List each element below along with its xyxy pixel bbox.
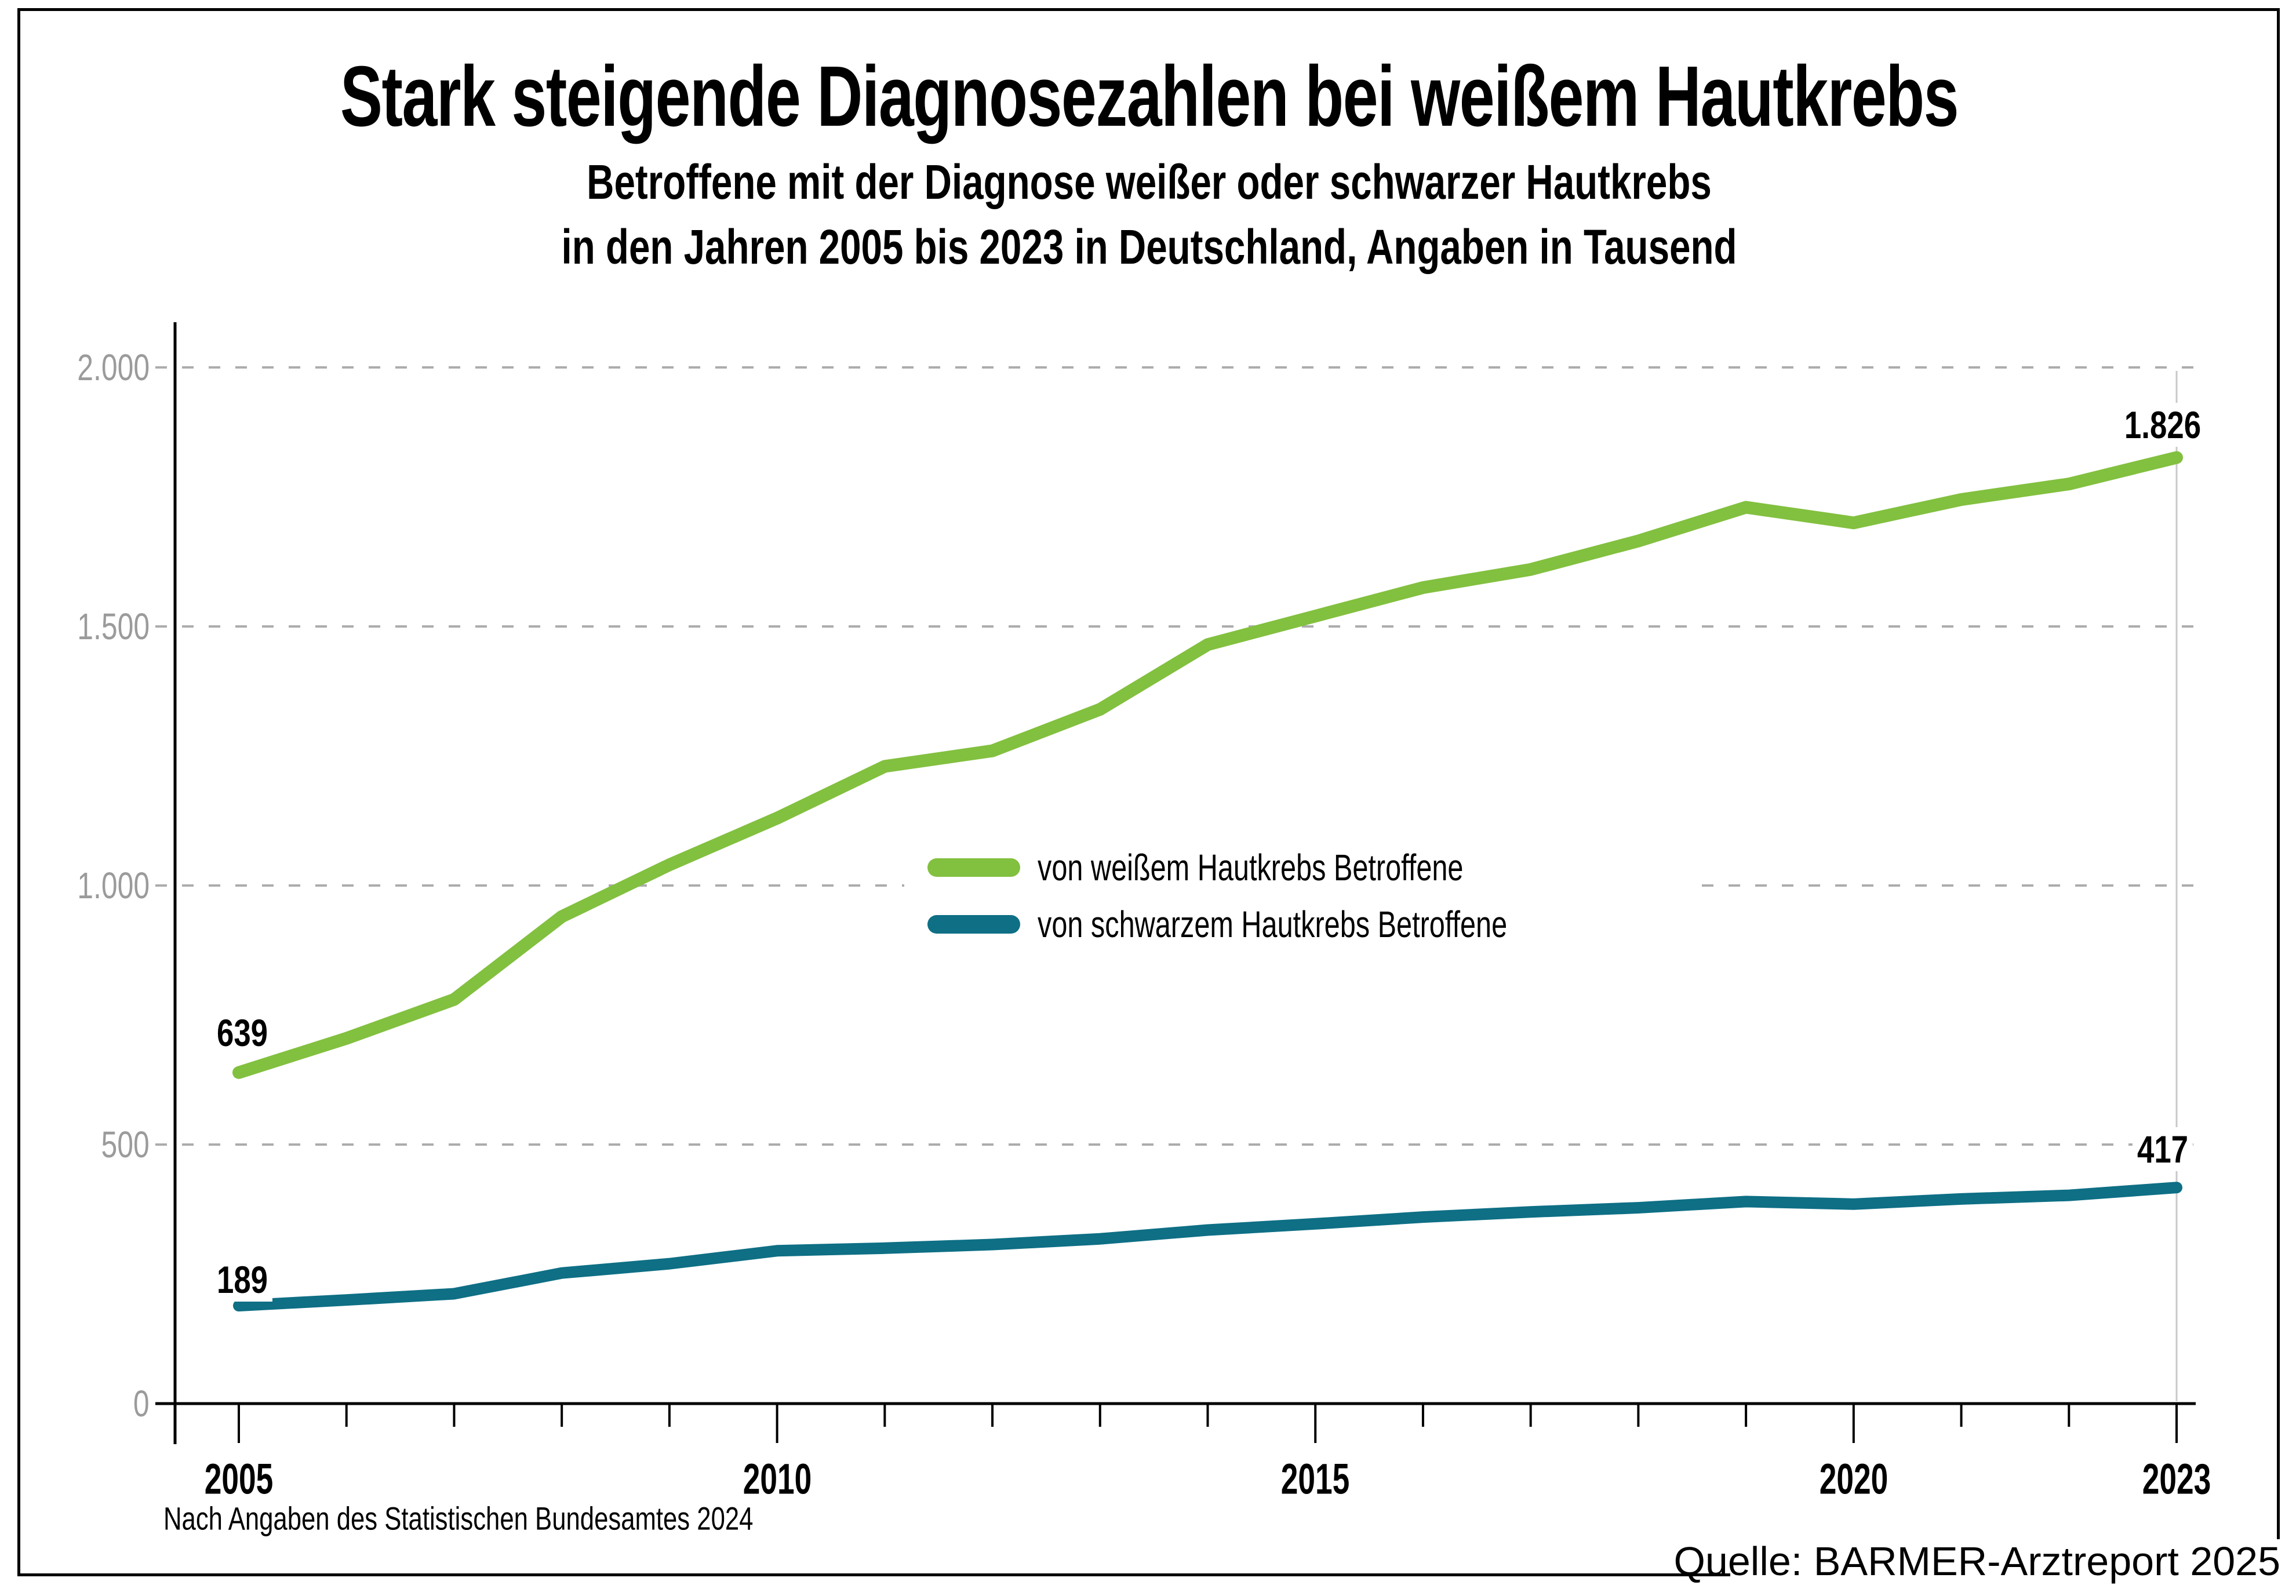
frame-border-top xyxy=(17,8,2280,11)
value-label-first-black: 189 xyxy=(212,1258,273,1302)
legend-swatch-black-skin-cancer xyxy=(927,915,1020,934)
footnote-statistisches-bundesamt: Nach Angaben des Statistischen Bundesamt… xyxy=(163,1500,754,1537)
y-axis-label-1.000: 1.000 xyxy=(77,865,150,906)
x-axis-label-2020: 2020 xyxy=(1819,1455,1889,1503)
frame-border-bottom xyxy=(17,1573,1730,1576)
frame-border-left xyxy=(17,8,20,1576)
y-axis-label-500: 500 xyxy=(101,1124,150,1165)
legend-label-black-skin-cancer: von schwarzem Hautkrebs Betroffene xyxy=(1038,903,1508,945)
x-axis-label-2005: 2005 xyxy=(204,1455,274,1503)
chart-subtitle-line-1: Betroffene mit der Diagnose weißer oder … xyxy=(587,155,1712,209)
x-axis-label-2023: 2023 xyxy=(2142,1455,2211,1503)
value-label-last-black: 417 xyxy=(2132,1127,2193,1172)
frame-border-right xyxy=(2277,8,2280,1539)
legend-swatch-white-skin-cancer xyxy=(927,858,1020,877)
y-axis-label-0: 0 xyxy=(133,1383,150,1424)
series-line-black-skin-cancer xyxy=(233,1182,2182,1312)
legend-label-white-skin-cancer: von weißem Hautkrebs Betroffene xyxy=(1038,847,1464,888)
x-axis-label-2010: 2010 xyxy=(743,1455,812,1503)
source-barmer-arztreport: Quelle: BARMER-Arztreport 2025 xyxy=(1673,1539,2280,1584)
legend-background xyxy=(904,837,1693,959)
x-axis-label-2015: 2015 xyxy=(1280,1455,1350,1503)
y-axis-label-1.500: 1.500 xyxy=(77,606,150,647)
chart-subtitle-line-2: in den Jahren 2005 bis 2023 in Deutschla… xyxy=(561,220,1737,274)
value-label-first-white: 639 xyxy=(212,1010,273,1055)
chart-title: Stark steigende Diagnosezahlen bei weiße… xyxy=(340,49,1959,144)
y-axis-label-2.000: 2.000 xyxy=(77,347,150,388)
value-label-last-white: 1.826 xyxy=(2119,402,2206,447)
series-line-white-skin-cancer xyxy=(232,451,2183,1079)
